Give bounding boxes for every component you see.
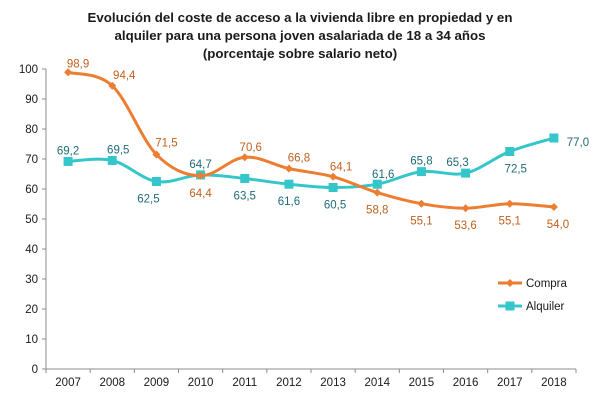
data-labels-layer: 98,9 94,4 71,5 64,4 70,6 66,8 64,1 58,8 55,1 53,6… xyxy=(57,58,589,232)
y-tick-label: 90 xyxy=(25,94,38,106)
data-point-compra xyxy=(373,188,382,197)
x-tick-label: 2009 xyxy=(144,377,170,389)
x-tick-label: 2015 xyxy=(409,377,435,389)
data-label-compra: 54,0 xyxy=(547,219,569,231)
axes: 0 10 20 30 40 50 60 70 80 90 100 2007 2008 2009 2010 20… xyxy=(19,64,577,389)
data-label-alquiler: 69,2 xyxy=(57,145,79,157)
data-point-alquiler xyxy=(549,133,559,143)
x-tick-label: 2012 xyxy=(276,377,302,389)
data-label-alquiler: 65,8 xyxy=(410,156,432,168)
y-tick-label: 50 xyxy=(25,214,38,226)
data-point-compra xyxy=(461,204,470,213)
data-label-alquiler: 77,0 xyxy=(567,137,589,149)
data-point-alquiler xyxy=(240,174,250,183)
legend-item-compra: Compra xyxy=(498,278,568,290)
y-tick-label: 0 xyxy=(32,364,38,376)
data-label-alquiler: 65,3 xyxy=(446,157,468,169)
series-line-alquiler xyxy=(66,136,556,189)
data-point-alquiler xyxy=(505,147,515,156)
legend-item-alquiler: Alquiler xyxy=(498,301,565,313)
chart-title: Evolución del coste de acceso a la vivie… xyxy=(88,10,513,61)
legend-label: Alquiler xyxy=(526,301,565,313)
chart-title-line-1: Evolución del coste de acceso a la vivie… xyxy=(88,10,513,25)
legend: Compra Alquiler xyxy=(498,278,568,313)
y-tick-label: 60 xyxy=(25,184,38,196)
x-tick-label: 2010 xyxy=(188,377,214,389)
x-tick-label: 2016 xyxy=(453,377,479,389)
data-point-compra xyxy=(240,153,249,162)
data-point-compra xyxy=(64,68,73,77)
legend-label: Compra xyxy=(526,278,568,290)
x-tick-label: 2017 xyxy=(497,377,523,389)
data-label-compra: 71,5 xyxy=(155,138,177,150)
data-label-alquiler: 63,5 xyxy=(234,191,256,203)
y-tick-label: 100 xyxy=(19,64,38,76)
data-point-compra xyxy=(417,199,426,208)
data-point-alquiler xyxy=(416,167,426,177)
data-label-compra: 98,9 xyxy=(67,58,89,70)
chart-title-line-2: alquiler para una persona joven asalaria… xyxy=(114,28,485,43)
data-label-compra: 55,1 xyxy=(499,216,521,228)
data-point-alquiler xyxy=(151,177,161,186)
y-tick-label: 70 xyxy=(25,154,38,166)
data-label-compra: 53,6 xyxy=(454,220,476,232)
data-point-alquiler xyxy=(372,179,382,189)
data-point-alquiler xyxy=(328,183,338,192)
chart-title-line-3: (porcentaje sobre salario neto) xyxy=(203,46,397,61)
data-point-compra xyxy=(329,172,338,181)
data-label-compra: 94,4 xyxy=(113,70,136,82)
data-label-compra: 66,8 xyxy=(288,153,310,165)
x-tick-label: 2018 xyxy=(541,377,567,389)
legend-swatch-marker xyxy=(506,279,514,287)
data-label-alquiler: 62,5 xyxy=(137,194,159,206)
data-point-alquiler xyxy=(63,156,73,166)
data-point-compra xyxy=(108,81,117,90)
data-label-compra: 64,4 xyxy=(189,188,212,200)
x-tick-label: 2007 xyxy=(55,377,81,389)
data-point-compra xyxy=(549,203,558,211)
data-label-compra: 64,1 xyxy=(330,162,352,174)
y-tick-label: 80 xyxy=(25,124,38,136)
data-point-compra xyxy=(505,199,514,208)
data-label-alquiler: 69,5 xyxy=(107,145,129,157)
y-tick-label: 20 xyxy=(25,304,38,316)
data-label-compra: 58,8 xyxy=(366,205,388,217)
data-label-alquiler: 61,6 xyxy=(278,196,300,208)
y-tick-label: 30 xyxy=(25,274,38,286)
data-label-compra: 70,6 xyxy=(240,142,262,154)
data-label-compra: 55,1 xyxy=(410,216,432,228)
x-tick-label: 2008 xyxy=(99,377,125,389)
data-label-alquiler: 72,5 xyxy=(505,164,527,176)
series-layer xyxy=(63,68,559,213)
legend-swatch-marker xyxy=(505,301,515,311)
x-tick-label: 2013 xyxy=(320,377,346,389)
data-label-alquiler: 64,7 xyxy=(189,159,211,171)
data-point-alquiler xyxy=(461,168,471,178)
series-compra xyxy=(64,68,558,213)
data-label-alquiler: 61,6 xyxy=(372,169,394,181)
series-alquiler xyxy=(63,133,559,192)
data-point-alquiler xyxy=(284,179,294,189)
data-point-compra xyxy=(196,171,205,180)
data-label-alquiler: 60,5 xyxy=(324,200,346,212)
y-tick-label: 10 xyxy=(25,334,38,346)
y-tick-label: 40 xyxy=(25,244,38,256)
data-point-compra xyxy=(284,164,293,173)
x-tick-label: 2011 xyxy=(232,377,257,389)
data-point-alquiler xyxy=(107,156,117,165)
data-point-compra xyxy=(152,150,161,159)
x-tick-label: 2014 xyxy=(364,377,390,389)
